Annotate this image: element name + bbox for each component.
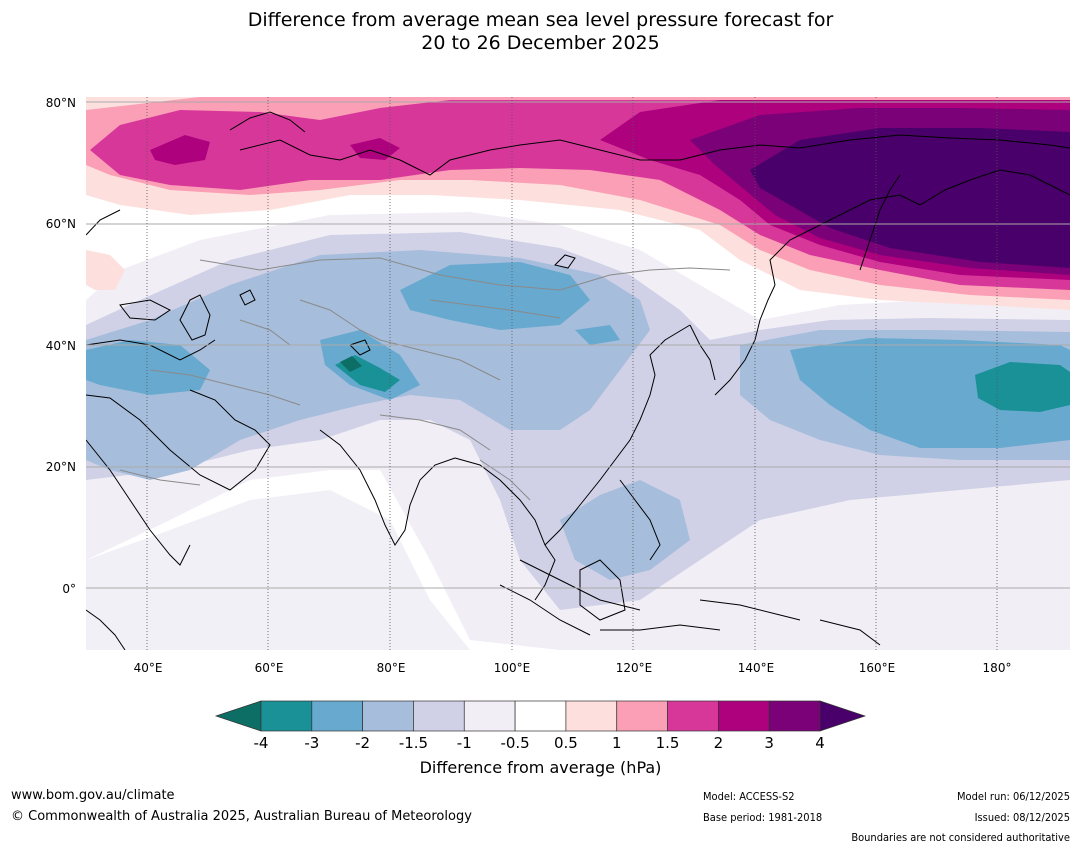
longitude-labels: 40°E 60°E 80°E 100°E 120°E 140°E 160°E 1… — [134, 661, 1012, 675]
negative-anomaly-field — [86, 212, 1070, 650]
colorbar-tick-label: -2 — [355, 734, 370, 752]
colorbar-tick-label: -0.5 — [500, 734, 529, 752]
lon-label-160e: 160°E — [859, 661, 896, 675]
colorbar-title: Difference from average (hPa) — [419, 758, 662, 777]
contour-pos-4 — [750, 128, 1070, 268]
lat-label-60n: 60°N — [46, 217, 76, 231]
colorbar-segment — [260, 700, 313, 732]
graticule — [86, 97, 1070, 650]
colorbar-tick-label: 4 — [815, 734, 825, 752]
colorbar-tick-label: 1 — [612, 734, 622, 752]
colorbar-segment — [768, 700, 821, 732]
colorbar-tick-label: -3 — [304, 734, 319, 752]
colorbar-over-triangle — [819, 700, 867, 732]
lon-label-100e: 100°E — [494, 661, 531, 675]
lat-label-40n: 40°N — [46, 339, 76, 353]
lon-label-80e: 80°E — [377, 661, 406, 675]
lat-label-0: 0° — [62, 582, 76, 596]
base-period-label: Base period: 1981-2018 — [703, 811, 823, 824]
colorbar-tick-label: 1.5 — [656, 734, 680, 752]
colorbar-segment — [413, 700, 465, 732]
issued-label: Issued: 08/12/2025 — [974, 811, 1070, 824]
colorbar: -4 -3 -2 -1.5 -1 -0.5 0.5 1 1.5 2 3 4 — [214, 700, 867, 752]
colorbar-segment — [463, 700, 516, 732]
title-line-2: 20 to 26 December 2025 — [421, 32, 660, 54]
colorbar-tick-label: -1 — [457, 734, 472, 752]
bom-website-link[interactable]: www.bom.gov.au/climate — [11, 788, 175, 803]
colorbar-segment — [514, 700, 567, 732]
lat-label-80n: 80°N — [46, 96, 76, 110]
colorbar-segment — [718, 700, 770, 732]
contour-neg-3 — [975, 362, 1070, 412]
map-area[interactable] — [86, 97, 1070, 650]
colorbar-segment — [616, 700, 668, 732]
model-run-label: Model run: 06/12/2025 — [957, 790, 1070, 803]
latitude-labels: 80°N 60°N 40°N 20°N 0° — [46, 96, 76, 596]
lat-label-20n: 20°N — [46, 460, 76, 474]
lon-label-60e: 60°E — [255, 661, 284, 675]
coastlines — [86, 111, 1070, 650]
colorbar-segment — [667, 700, 719, 732]
colorbar-segment — [362, 700, 414, 732]
colorbar-segment — [311, 700, 363, 732]
contour-neg-2 — [400, 262, 590, 330]
lon-label-180: 180° — [983, 661, 1012, 675]
colorbar-segment — [565, 700, 618, 732]
title-line-1: Difference from average mean sea level p… — [247, 9, 834, 31]
chart-title: Difference from average mean sea level p… — [0, 9, 1081, 55]
lon-label-40e: 40°E — [134, 661, 163, 675]
lon-label-120e: 120°E — [616, 661, 653, 675]
colorbar-tick-label: -4 — [254, 734, 269, 752]
model-label: Model: ACCESS-S2 — [703, 790, 795, 803]
colorbar-tick-label: 3 — [764, 734, 774, 752]
colorbar-tick-label: 0.5 — [554, 734, 578, 752]
colorbar-tick-label: 2 — [714, 734, 724, 752]
lon-label-140e: 140°E — [738, 661, 775, 675]
positive-anomaly-field — [86, 97, 1070, 310]
colorbar-under-triangle — [214, 700, 262, 732]
colorbar-tick-label: -1.5 — [399, 734, 428, 752]
boundaries-note: Boundaries are not considered authoritat… — [851, 831, 1070, 844]
copyright-text: © Commonwealth of Australia 2025, Austra… — [11, 809, 472, 824]
